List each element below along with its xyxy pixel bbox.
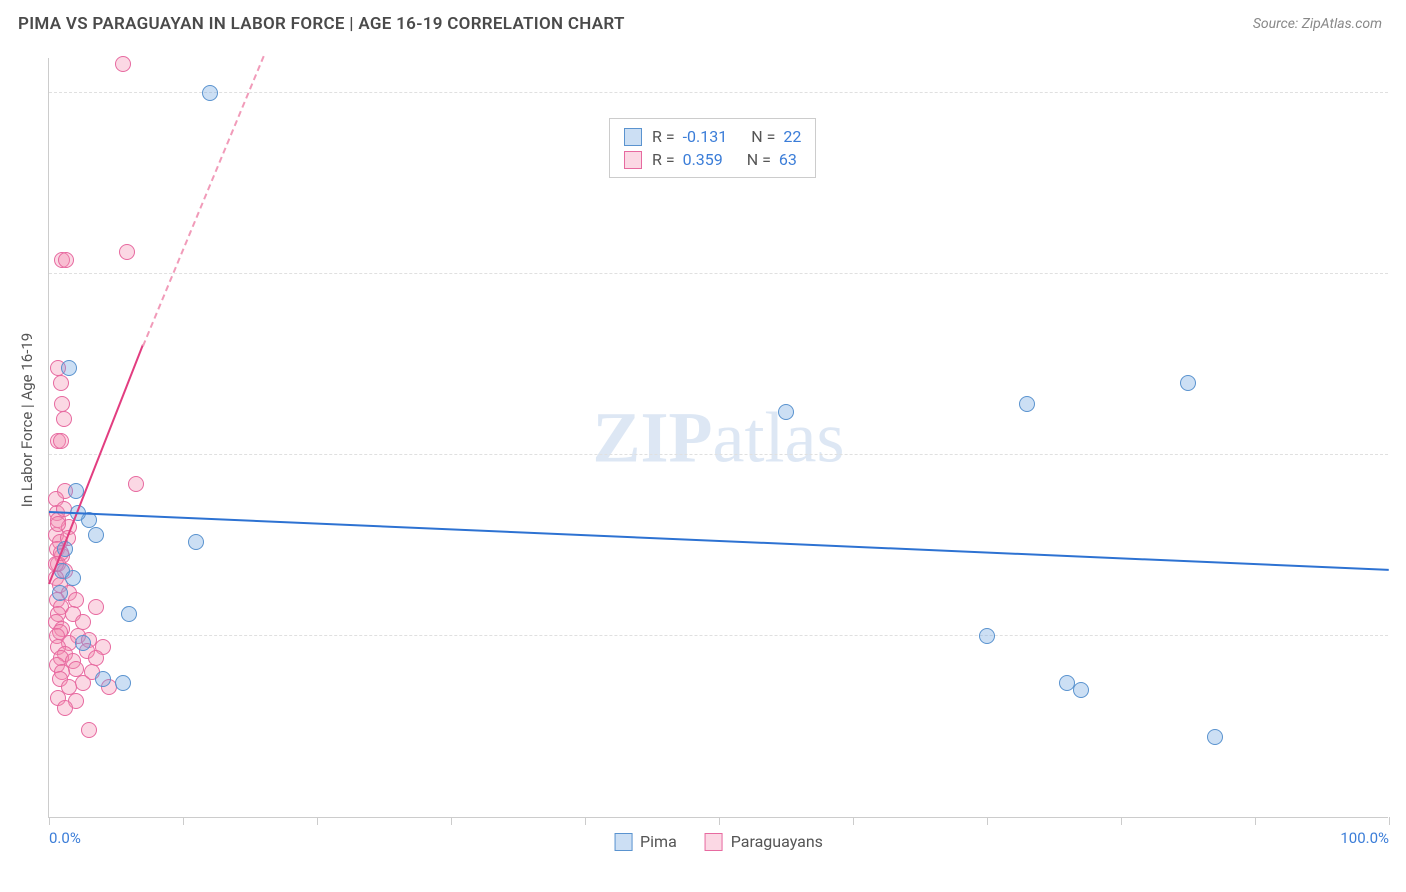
- data-point: [88, 527, 104, 543]
- y-tick-label: 50.0%: [1396, 428, 1406, 446]
- data-point: [115, 56, 131, 72]
- data-point: [1180, 375, 1196, 391]
- x-tick: [1389, 817, 1390, 825]
- data-point: [128, 476, 144, 492]
- data-point: [778, 404, 794, 420]
- x-tick: [49, 817, 50, 825]
- data-point: [61, 360, 77, 376]
- x-tick: [1121, 817, 1122, 825]
- source-label: Source: ZipAtlas.com: [1253, 16, 1382, 32]
- data-point: [188, 534, 204, 550]
- data-point: [1207, 729, 1223, 745]
- legend-swatch: [705, 833, 723, 851]
- series-legend: Pima Paraguayans: [614, 832, 823, 851]
- data-point: [979, 628, 995, 644]
- y-axis-label: In Labor Force | Age 16-19: [18, 333, 36, 507]
- data-point: [88, 599, 104, 615]
- data-point: [56, 501, 72, 517]
- x-tick-label: 0.0%: [49, 829, 81, 847]
- data-point: [65, 570, 81, 586]
- data-point: [75, 675, 91, 691]
- data-point: [50, 516, 66, 532]
- x-tick: [719, 817, 720, 825]
- x-tick: [451, 817, 452, 825]
- x-tick: [585, 817, 586, 825]
- data-point: [115, 675, 131, 691]
- x-tick: [1255, 817, 1256, 825]
- y-tick-label: 75.0%: [1396, 247, 1406, 265]
- data-point: [53, 433, 69, 449]
- trend-line: [49, 511, 1389, 571]
- data-point: [52, 585, 68, 601]
- y-tick-label: 25.0%: [1396, 609, 1406, 627]
- legend-n-label: N = 63: [747, 150, 797, 169]
- watermark: ZIPatlas: [593, 396, 845, 479]
- legend-series-label: Paraguayans: [731, 832, 823, 851]
- scatter-chart: ZIPatlas 25.0%50.0%75.0%100.0%0.0%100.0%…: [48, 58, 1388, 818]
- gridline: [49, 635, 1388, 636]
- data-point: [119, 244, 135, 260]
- x-tick: [317, 817, 318, 825]
- legend-r-label: R = 0.359: [652, 150, 723, 169]
- data-point: [75, 635, 91, 651]
- data-point: [53, 375, 69, 391]
- data-point: [58, 252, 74, 268]
- data-point: [95, 671, 111, 687]
- data-point: [68, 592, 84, 608]
- x-tick: [853, 817, 854, 825]
- legend-swatch: [624, 128, 642, 146]
- x-tick: [987, 817, 988, 825]
- legend-swatch: [624, 151, 642, 169]
- gridline: [49, 273, 1388, 274]
- data-point: [81, 722, 97, 738]
- data-point: [121, 606, 137, 622]
- data-point: [57, 700, 73, 716]
- data-point: [202, 85, 218, 101]
- trend-line: [142, 56, 264, 346]
- page-title: PIMA VS PARAGUAYAN IN LABOR FORCE | AGE …: [18, 14, 625, 34]
- legend-series-label: Pima: [640, 832, 677, 851]
- data-point: [56, 411, 72, 427]
- data-point: [1019, 396, 1035, 412]
- gridline: [49, 454, 1388, 455]
- x-tick-label: 100.0%: [1340, 829, 1389, 847]
- data-point: [1073, 682, 1089, 698]
- legend-r-label: R = -0.131: [652, 127, 727, 146]
- gridline: [49, 92, 1388, 93]
- legend-swatch: [614, 833, 632, 851]
- correlation-legend: R = -0.131 N = 22 R = 0.359 N = 63: [609, 118, 816, 178]
- x-tick: [183, 817, 184, 825]
- legend-n-label: N = 22: [751, 127, 801, 146]
- y-tick-label: 100.0%: [1396, 66, 1406, 84]
